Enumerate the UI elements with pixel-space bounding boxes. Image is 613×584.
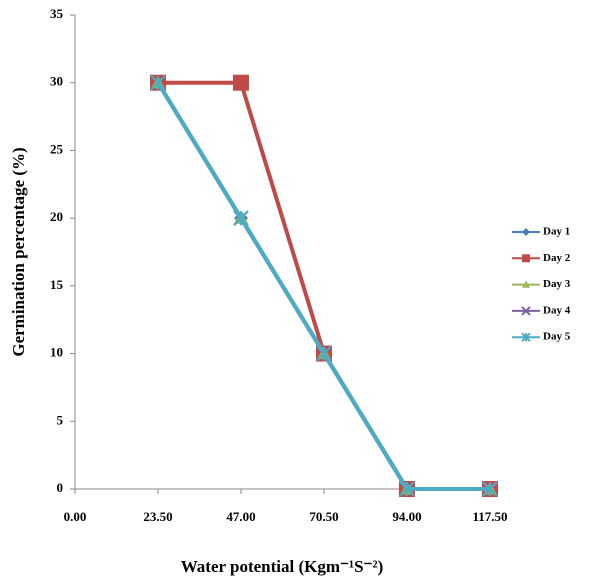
- x-tick-label: 0.00: [64, 509, 87, 524]
- x-tick-label: 23.50: [143, 509, 172, 524]
- point-marker: [233, 74, 249, 91]
- legend-text: Day 1: [543, 226, 570, 238]
- x-tick-label: 117.50: [472, 509, 507, 524]
- y-tick-label: 20: [50, 209, 63, 224]
- y-tick-label: 0: [57, 480, 64, 495]
- x-axis-title: Water potential (Kgm⁻¹S⁻²): [181, 557, 384, 576]
- legend-text: Day 4: [543, 304, 571, 316]
- y-tick-label: 5: [57, 412, 64, 427]
- legend-marker: [522, 228, 530, 236]
- legend-marker: [521, 332, 531, 342]
- legend-marker: [522, 254, 530, 263]
- x-tick-label: 94.00: [392, 509, 421, 524]
- point-marker: [150, 75, 166, 91]
- legend-text: Day 2: [543, 252, 571, 264]
- y-tick-label: 10: [50, 345, 63, 360]
- point-marker: [316, 345, 332, 362]
- x-tick-label: 47.00: [226, 509, 255, 524]
- series-line: [156, 81, 490, 491]
- legend-text: Day 3: [543, 278, 571, 290]
- y-tick-label: 25: [50, 141, 64, 156]
- x-tick-label: 70.50: [309, 509, 338, 524]
- y-tick-label: 15: [50, 277, 64, 292]
- point-marker: [233, 210, 249, 226]
- point-marker: [399, 481, 415, 497]
- legend-marker: [521, 306, 531, 316]
- series-line: [156, 81, 490, 491]
- series-line: [156, 81, 490, 491]
- y-axis-title: Germination percentage (%): [9, 147, 28, 356]
- y-tick-label: 30: [50, 74, 63, 89]
- point-marker: [482, 481, 498, 497]
- series-line: [158, 80, 490, 491]
- y-tick-label: 35: [50, 6, 64, 21]
- legend-marker: [522, 280, 530, 288]
- series-line: [156, 81, 490, 491]
- legend-text: Day 5: [543, 331, 571, 343]
